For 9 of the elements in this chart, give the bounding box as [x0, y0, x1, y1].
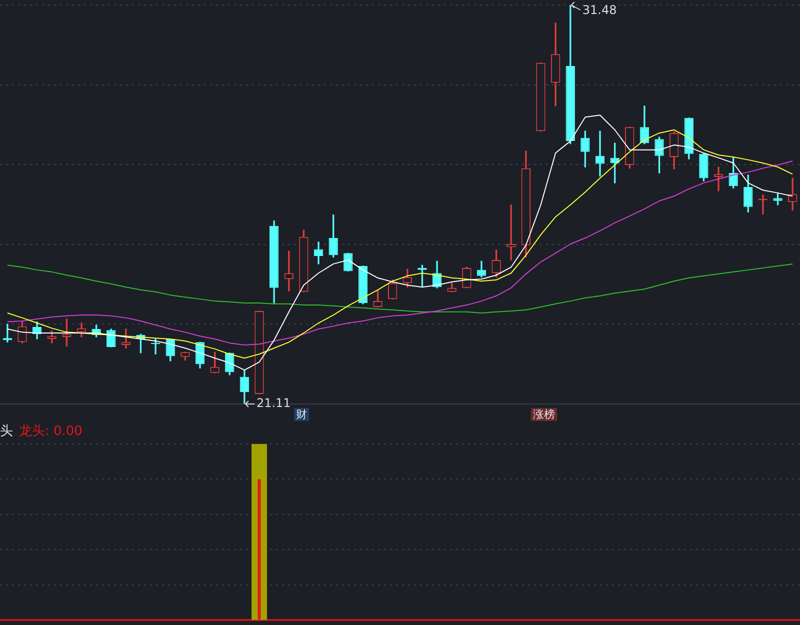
chart-subtitle: 龙头: 0.00	[19, 424, 82, 439]
text: 财	[296, 408, 308, 421]
candlestick	[121, 328, 131, 348]
candlestick	[595, 130, 605, 176]
text: 涨榜	[533, 408, 555, 421]
annotation: 21.11	[256, 396, 291, 410]
chart-title: 头	[0, 424, 13, 439]
candlestick	[714, 166, 724, 192]
annotation: 31.48	[582, 3, 617, 18]
